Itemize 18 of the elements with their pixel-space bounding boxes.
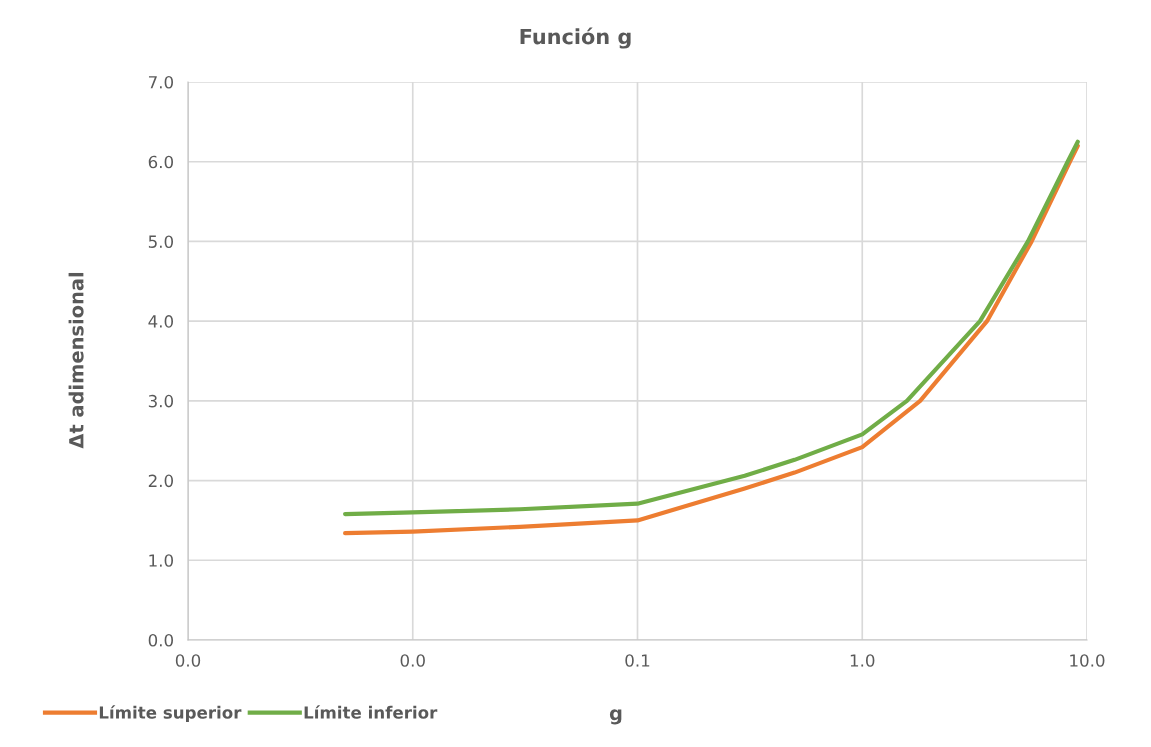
- y-tick-label: 5.0: [148, 235, 174, 248]
- x-tick-label: 10.0: [1070, 654, 1105, 667]
- y-tick-label: 4.0: [148, 315, 174, 328]
- y-tick-label: 6.0: [148, 155, 174, 169]
- legend-label: Límite inferior: [304, 705, 438, 719]
- y-tick-label: 3.0: [148, 394, 174, 408]
- chart-title: Función g: [520, 27, 631, 49]
- x-axis-title: g: [609, 709, 622, 725]
- y-tick-label: 2.0: [148, 474, 174, 488]
- legend-label: Límite superior: [99, 705, 242, 722]
- y-tick-label: 1.0: [149, 554, 174, 567]
- y-axis-title: Δt adimensional: [68, 272, 84, 449]
- x-tick-label: 1.0: [850, 654, 875, 667]
- y-tick-label: 0.0: [148, 633, 174, 647]
- x-tick-label: 0.0: [175, 654, 201, 667]
- x-tick-label: 0.1: [625, 654, 650, 667]
- x-tick-label: 0.0: [400, 654, 425, 667]
- y-tick-label: 7.0: [148, 75, 174, 89]
